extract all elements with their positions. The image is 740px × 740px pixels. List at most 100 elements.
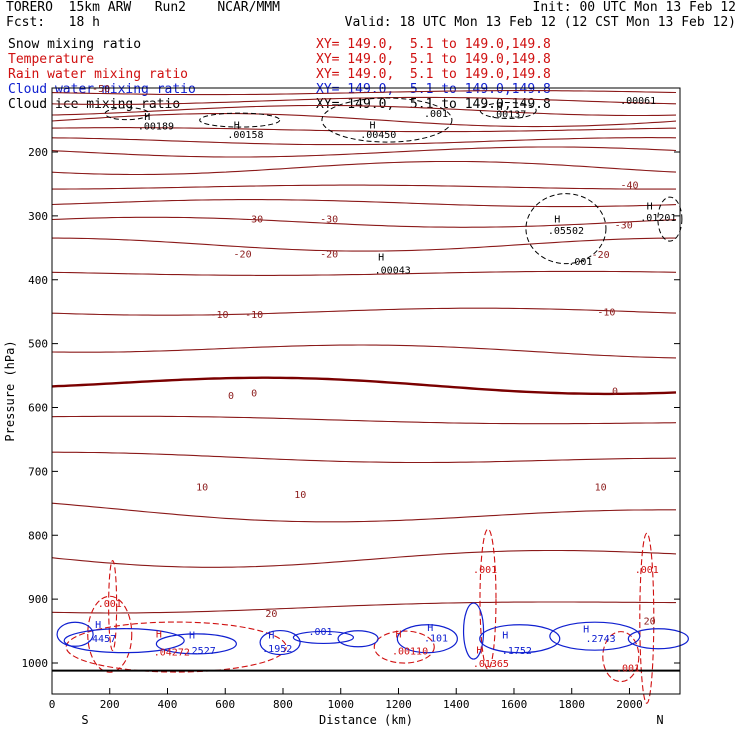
plot-frame — [51, 87, 681, 695]
isotherm-line — [51, 344, 677, 359]
snow-label: .05502 — [548, 226, 584, 237]
cloud-water-contour — [549, 621, 641, 651]
rain-label: .001 — [616, 663, 640, 674]
high-marker: H — [554, 214, 560, 225]
isotherm-line — [51, 160, 677, 176]
snow-label: .00158 — [227, 130, 263, 141]
snow-label: .00137 — [490, 110, 526, 121]
isotherm-line — [51, 270, 677, 276]
high-marker: H — [144, 112, 150, 123]
y-tick-label: 200 — [28, 146, 48, 159]
header-valid: Valid: 18 UTC Mon 13 Feb 12 (12 CST Mon … — [344, 15, 736, 30]
cloud-water-label: .001 — [308, 627, 332, 638]
isotherm-label: -20 — [592, 250, 610, 261]
high-marker: H — [427, 623, 433, 634]
isotherm-label: 10 — [196, 483, 208, 494]
isotherm-line — [52, 127, 676, 133]
y-tick-label: 800 — [28, 529, 48, 542]
rain-contour — [87, 595, 133, 673]
isotherm-label: 20 — [265, 609, 277, 620]
cloud-water-contour — [292, 630, 355, 645]
field-xy-cloud-ice: XY= 149.0, 5.1 to 149.0,149.8 — [316, 97, 551, 112]
isotherm-line — [51, 601, 676, 614]
high-marker: H — [378, 253, 384, 264]
isotherm-line — [51, 502, 676, 523]
snow-label: .00189 — [138, 122, 174, 133]
cloud-water-label: .2527 — [186, 646, 216, 657]
header-model: TORERO 15km ARW Run2 NCAR/MMM — [6, 0, 280, 15]
cloud-water-contour — [479, 624, 561, 654]
snow-label: .001 — [424, 109, 448, 120]
endpoint-south: S — [81, 713, 88, 727]
snow-label: .00450 — [360, 130, 396, 141]
rain-label: .01365 — [473, 659, 509, 670]
header-init: Init: 00 UTC Mon 13 Feb 12 — [532, 0, 737, 15]
isotherm-line — [52, 451, 676, 464]
isotherm-line — [51, 146, 677, 158]
isotherm-label: 0 — [612, 387, 618, 398]
cloud-water-contour — [63, 628, 185, 654]
high-marker: H — [497, 102, 503, 113]
high-marker: H — [268, 631, 274, 642]
snow-contour — [479, 101, 537, 119]
x-tick-label: 1200 — [385, 698, 412, 711]
y-tick-label: 900 — [28, 593, 48, 606]
snow-contour — [321, 97, 453, 143]
snow-label: .00061 — [620, 96, 656, 107]
isotherm-label: -30 — [320, 214, 338, 225]
field-xy-snow: XY= 149.0, 5.1 to 149.0,149.8 — [316, 37, 551, 52]
field-label-snow: Snow mixing ratio — [8, 37, 142, 52]
high-marker: H — [476, 645, 482, 656]
rain-label: .001 — [98, 599, 122, 610]
rain-contour — [108, 559, 118, 652]
x-tick-label: 800 — [273, 698, 293, 711]
snow-label: .001 — [568, 257, 592, 268]
cloud-water-label: .1752 — [502, 646, 532, 657]
x-tick-label: 1400 — [443, 698, 470, 711]
high-marker: H — [502, 631, 508, 642]
cloud-water-contour — [56, 621, 94, 647]
high-marker: H — [583, 624, 589, 635]
x-axis-label: Distance (km) — [319, 713, 413, 727]
y-tick-label: 400 — [28, 274, 48, 287]
rain-label: .04272 — [154, 647, 190, 658]
x-tick-label: 600 — [215, 698, 235, 711]
isotherm-label: -20 — [234, 249, 252, 260]
y-tick-label: 1000 — [22, 657, 49, 670]
cloud-water-label: .101 — [424, 633, 448, 644]
rain-contour — [479, 528, 497, 670]
high-marker: H — [156, 629, 162, 640]
y-tick-label: 500 — [28, 338, 48, 351]
isotherm-label: 10 — [595, 483, 607, 494]
rain-label: .00110 — [392, 647, 428, 658]
cloud-water-label: .2743 — [586, 634, 616, 645]
y-tick-label: 700 — [28, 465, 48, 478]
cloud-water-label: .4457 — [86, 634, 116, 645]
rain-contour — [639, 532, 655, 704]
field-xy-rain: XY= 149.0, 5.1 to 149.0,149.8 — [316, 67, 551, 82]
rain-label: .001 — [635, 565, 659, 576]
snow-contour — [525, 193, 607, 265]
field-label-temperature: Temperature — [8, 52, 95, 67]
snow-label: .00043 — [375, 265, 411, 276]
x-tick-label: 1800 — [558, 698, 585, 711]
isotherm-line — [52, 184, 676, 190]
high-marker: H — [234, 120, 240, 131]
rain-contour — [602, 631, 640, 683]
isotherm-label: -40 — [620, 180, 638, 191]
isotherm-label: -20 — [320, 249, 338, 260]
isotherm-line — [51, 549, 677, 568]
x-tick-label: 200 — [100, 698, 120, 711]
isotherm-line — [51, 376, 677, 396]
x-tick-label: 2000 — [616, 698, 643, 711]
cloud-water-contour — [396, 624, 458, 654]
high-marker: H — [369, 120, 375, 131]
snow-label: .01201 — [640, 213, 676, 224]
x-tick-label: 400 — [158, 698, 178, 711]
snow-contour — [657, 196, 683, 242]
high-marker: H — [395, 629, 401, 640]
isotherm-label: -10 — [210, 310, 228, 321]
field-label-rain: Rain water mixing ratio — [8, 67, 189, 82]
isotherm-line — [51, 216, 677, 228]
endpoint-north: N — [656, 713, 663, 727]
